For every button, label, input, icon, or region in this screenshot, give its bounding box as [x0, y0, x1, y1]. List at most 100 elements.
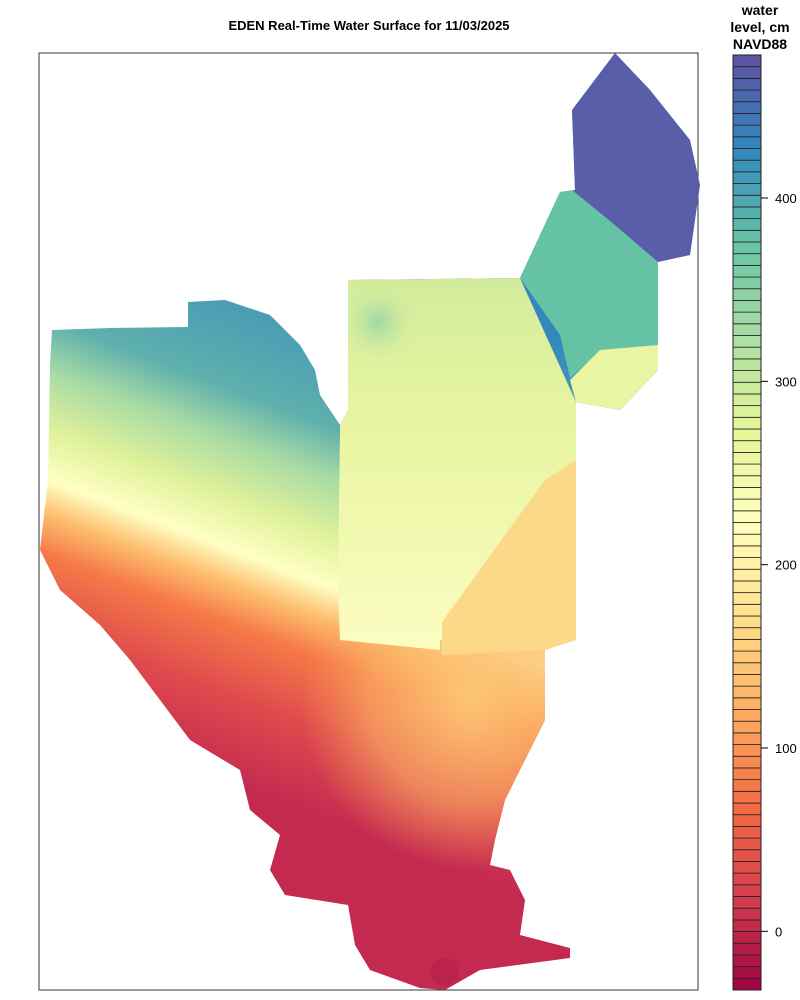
colorbar-band: [732, 159, 762, 173]
colorbar-ticks: 0 100 200 300 400: [761, 191, 797, 939]
northeast-region: [572, 53, 700, 262]
colorbar-band: [732, 264, 762, 278]
northeast-yellow-strip: [570, 345, 658, 410]
colorbar-band: [732, 790, 762, 804]
colorbar-band: [732, 954, 762, 968]
colorbar-band: [732, 370, 762, 383]
colorbar-band: [732, 557, 762, 570]
colorbar-band: [732, 627, 762, 640]
colorbar-band: [732, 381, 762, 395]
colorbar-band: [732, 732, 762, 745]
colorbar-band: [732, 288, 762, 301]
plot-frame: [38, 52, 699, 991]
colorbar-band: [732, 931, 762, 944]
colorbar-band: [732, 662, 762, 675]
colorbar-band: [732, 136, 762, 149]
colorbar-band: [732, 615, 762, 629]
colorbar-band: [732, 825, 762, 839]
colorbar-band: [732, 942, 762, 956]
colorbar-band: [732, 568, 762, 582]
colorbar-band: [732, 451, 762, 465]
colorbar-band: [732, 405, 762, 418]
legend-title-line: water: [741, 2, 779, 18]
colorbar-band: [732, 475, 762, 488]
colorbar-band: [732, 229, 762, 243]
colorbar-band: [732, 323, 762, 336]
colorbar-band: [732, 358, 762, 371]
legend-title-line: level, cm: [730, 19, 790, 35]
colorbar-band: [732, 101, 762, 114]
colorbar-band: [732, 709, 762, 722]
colorbar-band: [732, 148, 762, 161]
colorbar-band: [732, 393, 762, 407]
colorbar-band: [732, 592, 762, 605]
colorbar-band: [732, 218, 762, 231]
colorbar-band: [732, 580, 762, 594]
colorbar-band: [732, 802, 762, 816]
colorbar-band: [732, 241, 762, 255]
colorbar-band: [732, 335, 762, 348]
colorbar-band: [732, 650, 762, 664]
colorbar-band: [732, 603, 762, 617]
map-title: EDEN Real-Time Water Surface for 11/03/2…: [228, 18, 510, 33]
central-teal-spot: [338, 282, 418, 362]
colorbar-band: [732, 896, 762, 909]
colorbar-band: [732, 720, 762, 734]
colorbar-band: [732, 498, 762, 512]
colorbar-band: [732, 311, 762, 325]
water-surface: [40, 53, 700, 990]
colorbar-band: [732, 276, 762, 290]
colorbar-band: [732, 907, 762, 921]
colorbar-band: [732, 124, 762, 138]
colorbar-band: [732, 171, 762, 184]
colorbar-band: [732, 849, 762, 862]
colorbar-band: [732, 522, 762, 535]
colorbar-tick-label: 200: [775, 558, 797, 573]
colorbar-band: [732, 253, 762, 266]
colorbar-band: [732, 884, 762, 897]
colorbar-band: [732, 346, 762, 360]
colorbar-band: [732, 872, 762, 886]
legend-title-line: NAVD88: [732, 36, 788, 52]
colorbar-band: [732, 440, 762, 453]
colorbar-band: [732, 416, 762, 430]
colorbar-band: [732, 510, 762, 523]
colorbar-band: [732, 755, 762, 769]
colorbar-band: [732, 837, 762, 851]
colorbar-band: [732, 300, 762, 313]
colorbar-tick-label: 100: [775, 741, 797, 756]
colorbar-tick-label: 400: [775, 191, 797, 206]
colorbar-band: [732, 674, 762, 687]
colorbar-band: [732, 977, 762, 991]
colorbar-band: [732, 533, 762, 547]
colorbar: [732, 54, 762, 991]
colorbar-band: [732, 487, 762, 500]
colorbar-band: [732, 463, 762, 477]
colorbar-band: [732, 89, 762, 103]
east-orange-wedge: [442, 460, 576, 655]
colorbar-band: [732, 966, 762, 979]
colorbar-band: [732, 54, 762, 68]
colorbar-band: [732, 814, 762, 827]
colorbar-band: [732, 767, 762, 781]
teal-wedge: [520, 190, 658, 378]
colorbar-band: [732, 919, 762, 932]
colorbar-band: [732, 428, 762, 442]
colorbar-band: [732, 744, 762, 757]
colorbar-band: [732, 194, 762, 208]
colorbar-band: [732, 113, 762, 126]
colorbar-band: [732, 206, 762, 220]
colorbar-band: [732, 183, 762, 196]
colorbar-band: [732, 779, 762, 792]
colorbar-band: [732, 638, 762, 652]
colorbar-tick-label: 300: [775, 374, 797, 389]
colorbar-tick-label: 0: [775, 924, 782, 939]
colorbar-band: [732, 66, 762, 79]
legend-title: water level, cm NAVD88: [715, 2, 800, 53]
colorbar-band: [732, 697, 762, 710]
south-low-spot: [431, 958, 459, 986]
colorbar-band: [732, 77, 762, 91]
colorbar-band: [732, 685, 762, 699]
colorbar-border: [732, 54, 762, 991]
